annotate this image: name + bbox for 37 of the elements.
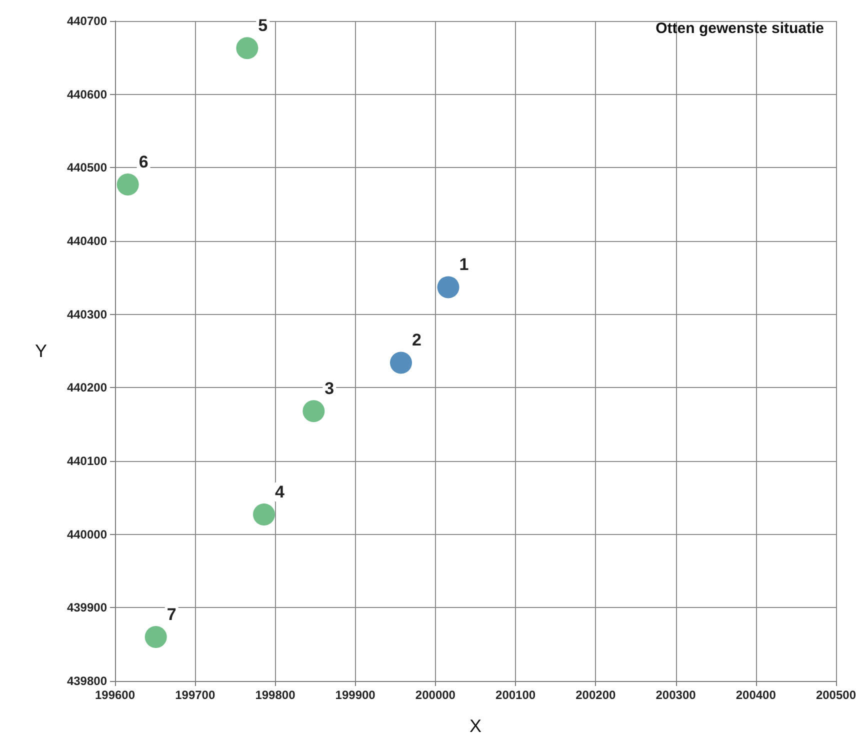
- x-tick-label: 199600: [94, 688, 136, 702]
- annotation: 6: [138, 152, 148, 172]
- point: [437, 276, 460, 298]
- point: [302, 400, 325, 422]
- x-tick-label: 200000: [415, 688, 456, 702]
- x-tick-label: 200300: [656, 688, 696, 702]
- y-tick-label: 440200: [66, 380, 108, 395]
- y-tick-label: 439800: [66, 674, 108, 688]
- point: [144, 626, 167, 648]
- x-axis-title: X: [469, 716, 482, 736]
- y-tick-label: 440100: [66, 454, 108, 468]
- annotation: 2: [412, 330, 422, 350]
- chart-title: Otten gewenste situatie: [656, 20, 824, 37]
- point: [116, 174, 139, 196]
- y-tick-label: 440600: [66, 87, 108, 102]
- x-tick-label: 200400: [736, 688, 776, 702]
- x-tick-label: 200200: [576, 688, 616, 702]
- annotation: 4: [275, 482, 285, 502]
- point: [236, 37, 258, 60]
- y-tick-label: 439900: [66, 600, 108, 615]
- y-axis-title: Y: [34, 341, 47, 361]
- x-tick-label: 200500: [816, 688, 856, 702]
- annotation: 5: [258, 16, 268, 36]
- point: [390, 352, 412, 374]
- y-tick-label: 440300: [66, 307, 108, 322]
- annotation: 7: [166, 605, 176, 624]
- y-tick-label: 440500: [66, 160, 108, 175]
- x-tick-label: 199700: [175, 688, 216, 702]
- x-tick-label: 200100: [496, 688, 536, 702]
- point: [253, 504, 275, 526]
- y-tick-label: 440700: [66, 14, 108, 28]
- annotation: 3: [324, 379, 334, 398]
- x-tick-label: 199900: [335, 688, 376, 702]
- y-tick-label: 440000: [66, 527, 108, 542]
- annotation: 1: [459, 255, 469, 274]
- x-tick-label: 199800: [255, 688, 296, 702]
- y-tick-label: 440400: [66, 234, 108, 248]
